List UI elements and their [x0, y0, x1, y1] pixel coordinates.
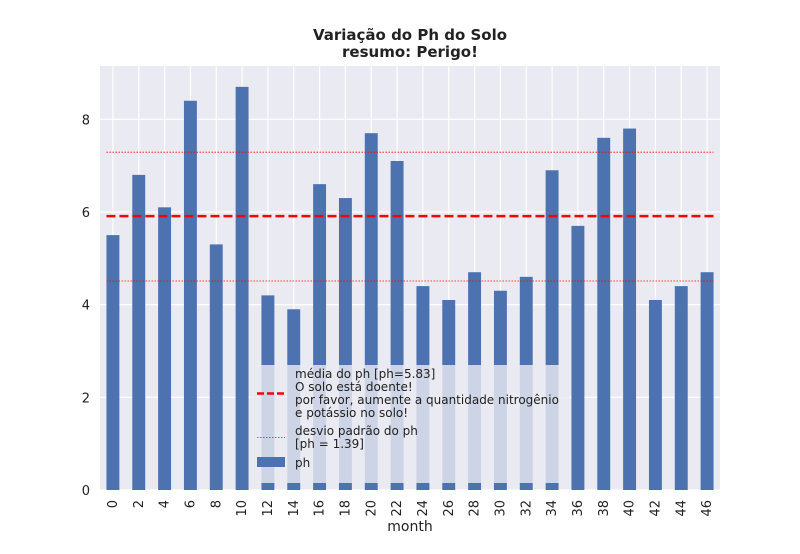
- x-tick-label: 34: [545, 500, 560, 517]
- legend: média do ph [ph=5.83]O solo está doente!…: [250, 365, 570, 483]
- y-tick-label: 0: [82, 484, 90, 499]
- x-tick-label: 0: [106, 500, 121, 508]
- bar-10: [235, 86, 249, 490]
- legend-mean-text: média do ph [ph=5.83]: [295, 367, 435, 381]
- x-tick-label: 16: [313, 500, 328, 517]
- x-tick-label: 28: [468, 500, 483, 517]
- y-tick-labels: 0 2 4 6 8: [82, 113, 90, 499]
- x-tick-label: 10: [235, 500, 250, 517]
- bar-38: [597, 137, 611, 490]
- x-tick-label: 22: [390, 500, 405, 517]
- x-tick-label: 8: [209, 500, 224, 508]
- x-tick-labels: 0 2 4 6 8 10 12 14 16 18 20 22 24 26 28 30 32 34 36 38 40 42 4…: [106, 500, 715, 517]
- y-tick-label: 6: [82, 206, 90, 221]
- x-tick-label: 30: [493, 500, 508, 517]
- bar-40: [623, 128, 637, 490]
- bar-4: [158, 207, 172, 491]
- x-tick-label: 24: [416, 500, 431, 517]
- x-tick-label: 4: [158, 500, 173, 508]
- legend-bar-swatch: [257, 457, 285, 467]
- x-tick-label: 26: [442, 500, 457, 517]
- legend-mean-text: por favor, aumente a quantidade nitrogên…: [295, 393, 559, 407]
- bar-8: [209, 244, 223, 490]
- x-tick-label: 36: [571, 500, 586, 517]
- reference-lines-layer: [106, 151, 714, 282]
- x-tick-label: 20: [364, 500, 379, 517]
- x-tick-label: 38: [597, 500, 612, 517]
- bar-46: [700, 272, 714, 490]
- x-tick-label: 32: [519, 500, 534, 517]
- x-tick-label: 6: [183, 500, 198, 508]
- bar-6: [183, 100, 197, 491]
- y-tick-label: 2: [82, 391, 90, 406]
- legend-std-text: desvio padrão do ph: [295, 424, 418, 438]
- chart-title: Variação do Ph do Solo: [313, 26, 507, 44]
- legend-std-text: [ph = 1.39]: [295, 437, 364, 451]
- legend-bar-text: ph: [295, 456, 310, 470]
- x-tick-label: 18: [338, 500, 353, 517]
- x-tick-label: 42: [648, 500, 663, 517]
- legend-mean-text: e potássio no solo!: [295, 406, 408, 420]
- bar-36: [571, 225, 585, 491]
- bar-44: [674, 286, 688, 490]
- bar-2: [132, 174, 146, 490]
- x-axis-label: month: [387, 519, 432, 535]
- x-tick-label: 2: [132, 500, 147, 508]
- y-tick-label: 4: [82, 299, 90, 314]
- chart-subtitle: resumo: Perigo!: [342, 43, 478, 61]
- legend-box: [250, 365, 570, 483]
- x-tick-label: 40: [623, 500, 638, 517]
- bar-42: [648, 300, 662, 490]
- x-tick-label: 46: [700, 500, 715, 517]
- legend-mean-text: O solo está doente!: [295, 380, 413, 394]
- x-tick-label: 44: [674, 500, 689, 517]
- y-tick-label: 8: [82, 113, 90, 128]
- x-tick-label: 14: [287, 500, 302, 517]
- bar-0: [106, 235, 120, 490]
- x-tick-label: 12: [261, 500, 276, 517]
